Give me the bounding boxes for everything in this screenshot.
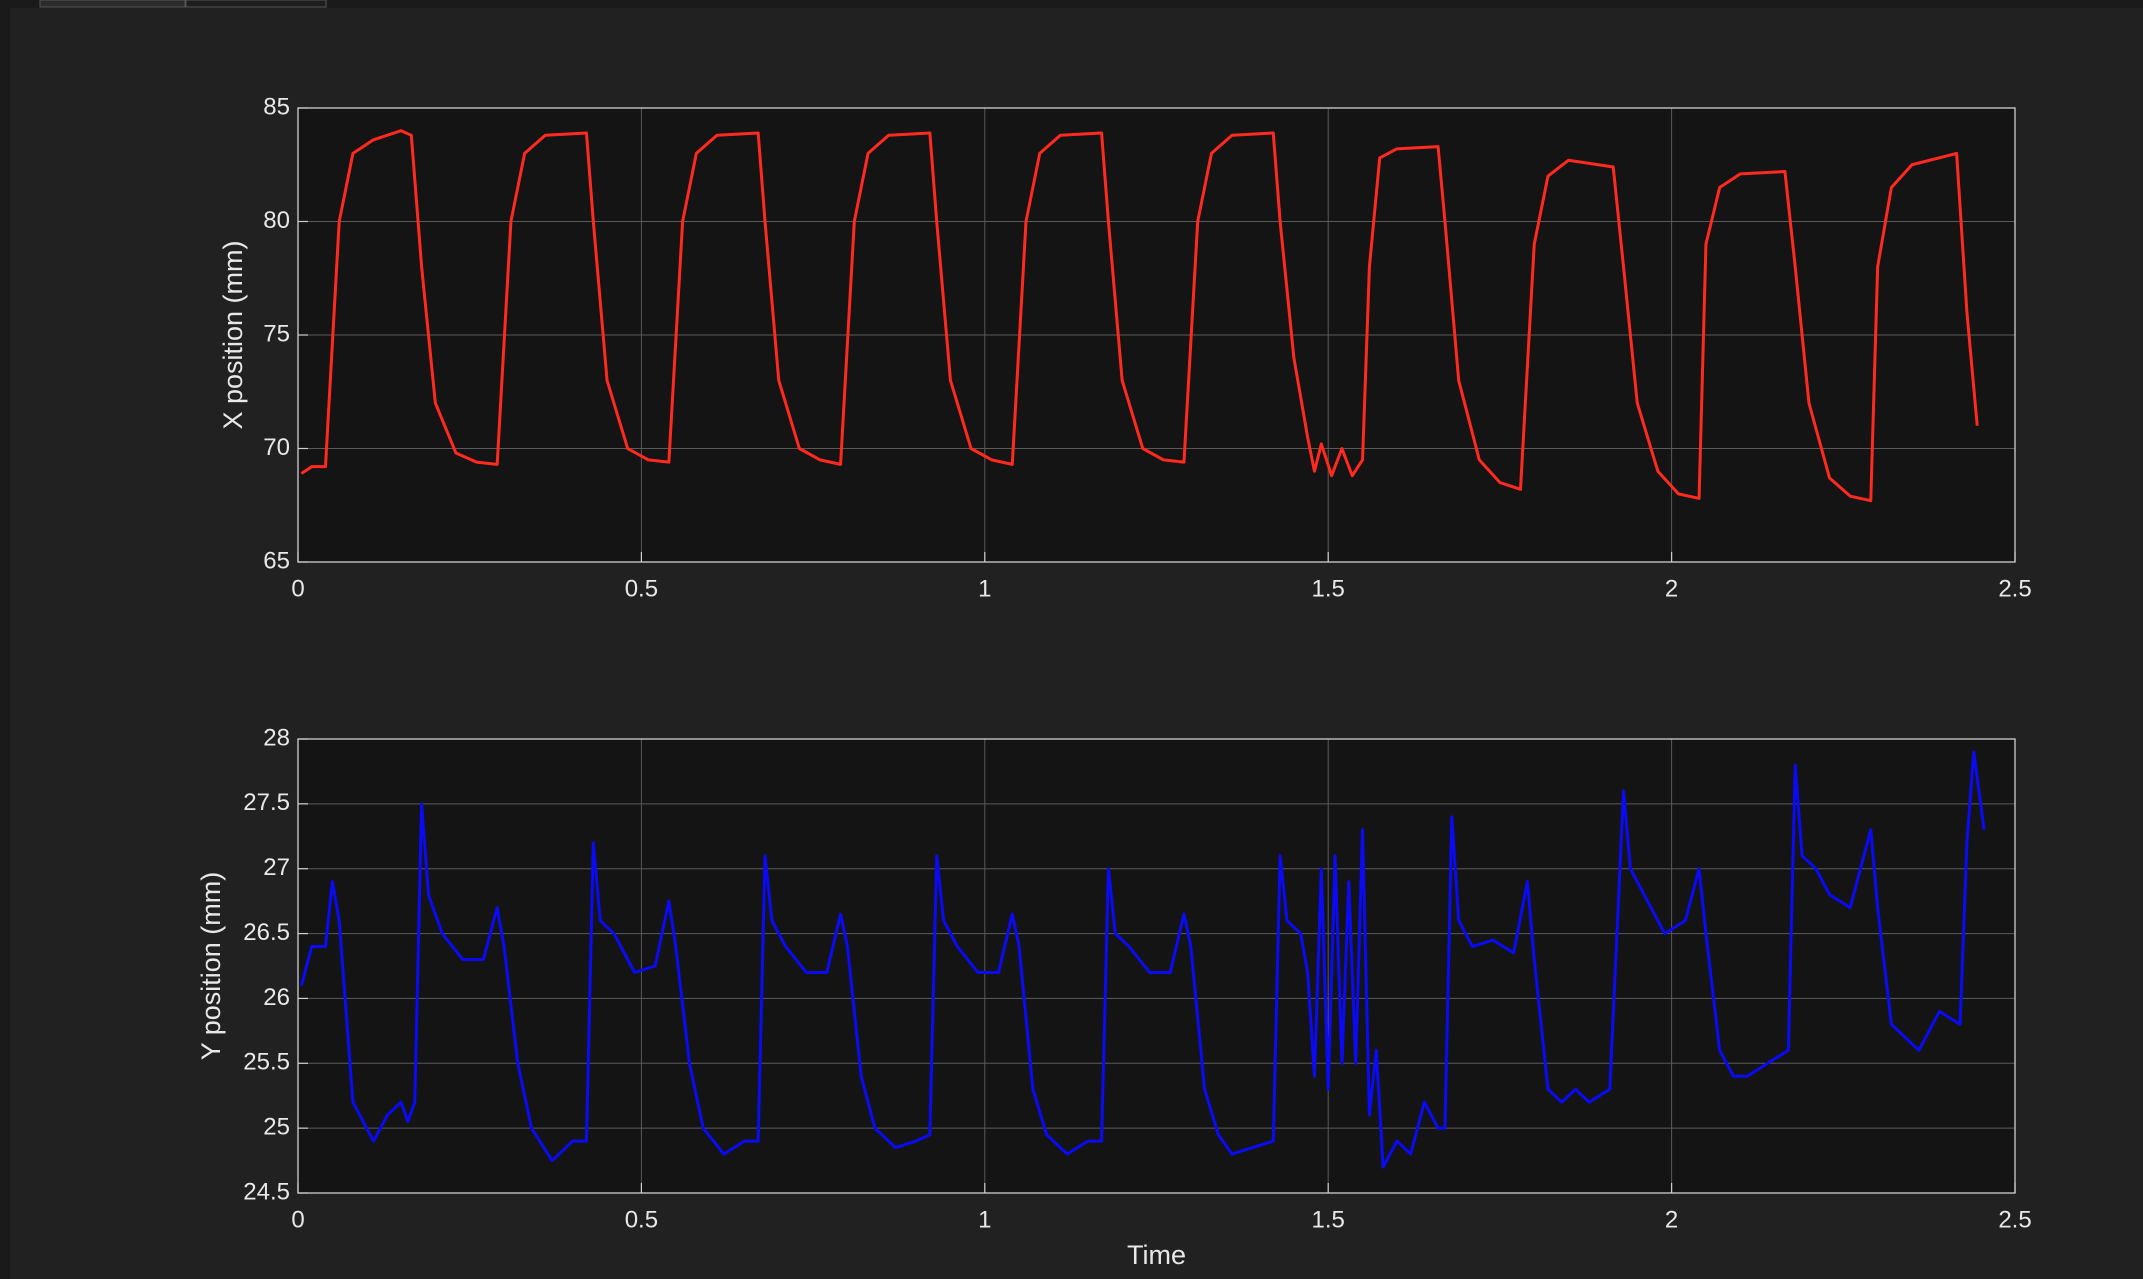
y-axis-label: X position (mm) xyxy=(218,240,248,429)
y-tick-label: 85 xyxy=(263,93,290,120)
y-tick-label: 27 xyxy=(263,854,290,881)
tab-strip xyxy=(0,0,2143,8)
x-tick-label: 1 xyxy=(978,1206,991,1233)
y-tick-label: 28 xyxy=(263,724,290,751)
x-tick-label: 2 xyxy=(1665,575,1678,602)
y-tick-label: 27.5 xyxy=(243,789,290,816)
axes-box xyxy=(297,738,2016,1194)
y-axis-label: Y position (mm) xyxy=(196,872,226,1061)
y-tick-label: 25 xyxy=(263,1113,290,1140)
x-axis-label: Time xyxy=(1127,1240,1186,1270)
axes-box xyxy=(297,107,2016,563)
y-tick-label: 65 xyxy=(263,547,290,574)
plot-area xyxy=(298,739,2015,1193)
x-tick-label: 1.5 xyxy=(1312,575,1345,602)
x-tick-label: 0.5 xyxy=(625,1206,658,1233)
y-tick-label: 26 xyxy=(263,984,290,1011)
y-tick-label: 25.5 xyxy=(243,1049,290,1076)
data-line xyxy=(300,129,1979,503)
y-tick-label: 75 xyxy=(263,320,290,347)
x-tick-label: 0 xyxy=(291,575,304,602)
x-tick-label: 1 xyxy=(978,575,991,602)
y-tick-label: 70 xyxy=(263,434,290,461)
x-tick-label: 2.5 xyxy=(1998,1206,2031,1233)
y-tick-label: 26.5 xyxy=(243,919,290,946)
y-tick-label: 24.5 xyxy=(243,1178,290,1205)
x-tick-label: 2.5 xyxy=(1998,575,2031,602)
x-tick-label: 1.5 xyxy=(1312,1206,1345,1233)
tab[interactable] xyxy=(185,0,327,8)
x-tick-label: 0.5 xyxy=(625,575,658,602)
y-tick-label: 80 xyxy=(263,207,290,234)
data-line xyxy=(299,750,1986,1169)
x-tick-label: 2 xyxy=(1665,1206,1678,1233)
tab[interactable] xyxy=(39,0,186,8)
side-strip xyxy=(0,8,10,1279)
x-tick-label: 0 xyxy=(291,1206,304,1233)
